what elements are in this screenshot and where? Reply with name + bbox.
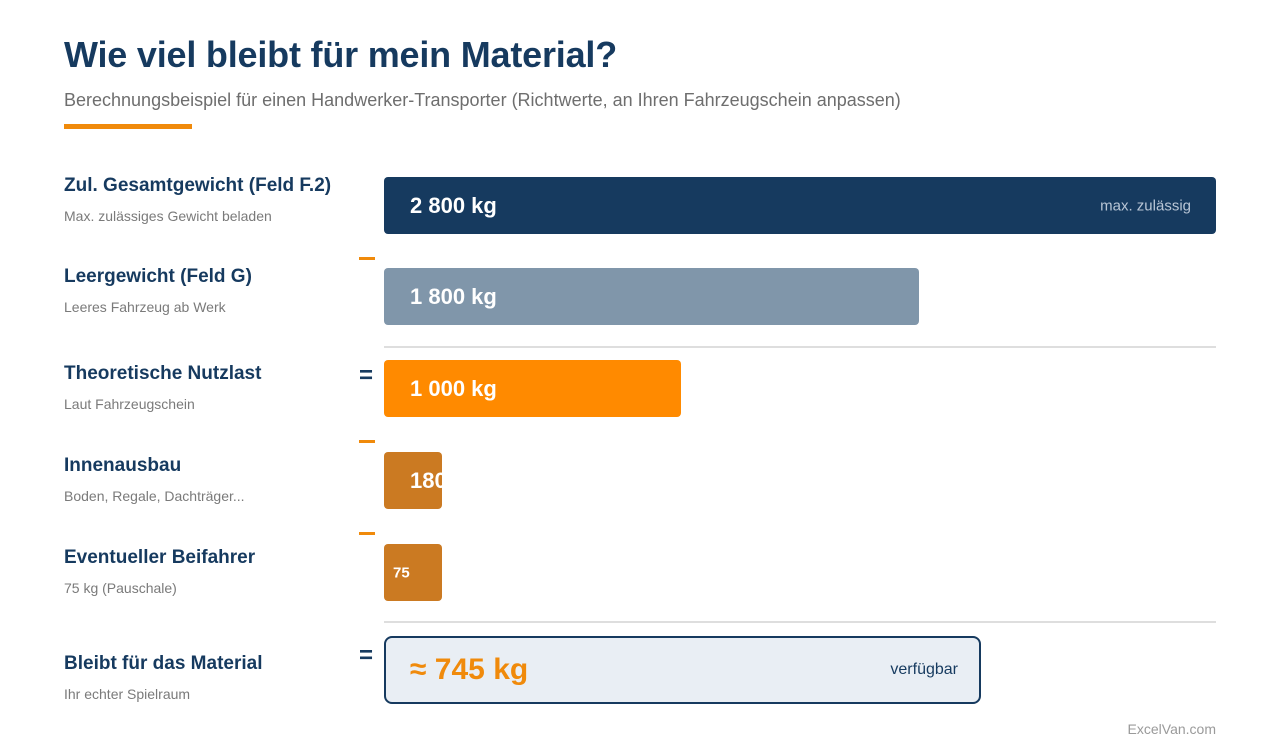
bar-value-label: 1 000 kg (410, 375, 497, 401)
title-accent-line (64, 124, 192, 129)
bar-note: max. zulässig (1100, 197, 1191, 214)
page-title: Wie viel bleibt für mein Material? (64, 34, 617, 75)
row-label-leergewicht: Leergewicht (Feld G) Leeres Fahrzeug ab … (64, 266, 252, 315)
result-box-material: ≈ 745 kg verfügbar (384, 636, 981, 704)
bar-gesamtgewicht: 2 800 kg max. zulässig (384, 177, 1216, 234)
minus-operator (359, 257, 375, 260)
row-label-gesamtgewicht: Zul. Gesamtgewicht (Feld F.2) Max. zuläs… (64, 175, 331, 224)
divider-line (384, 346, 1216, 348)
equals-operator: = (359, 642, 374, 669)
row-desc: Laut Fahrzeugschein (64, 396, 195, 412)
bar-innenausbau: 180 kg (384, 452, 479, 509)
row-label-material: Bleibt für das Material Ihr echter Spiel… (64, 653, 263, 702)
row-name: Theoretische Nutzlast (64, 363, 262, 384)
row-desc: Leeres Fahrzeug ab Werk (64, 299, 226, 315)
footer-brand: ExcelVan.com (1127, 721, 1216, 737)
row-label-innenausbau: Innenausbau Boden, Regale, Dachträger... (64, 455, 245, 504)
bar-beifahrer: 75 (384, 544, 442, 601)
result-note: verfügbar (890, 661, 958, 678)
row-name: Innenausbau (64, 455, 182, 476)
row-name: Leergewicht (Feld G) (64, 266, 252, 287)
divider-line (384, 621, 1216, 623)
row-name: Bleibt für das Material (64, 653, 263, 674)
bar-value-label: 180 kg (410, 467, 479, 493)
row-desc: Max. zulässiges Gewicht beladen (64, 208, 272, 224)
bar-value-label: 2 800 kg (410, 192, 497, 218)
equals-operator: = (359, 362, 374, 389)
row-name: Zul. Gesamtgewicht (Feld F.2) (64, 175, 332, 196)
bar-nutzlast: 1 000 kg (384, 360, 681, 417)
row-desc: 75 kg (Pauschale) (64, 580, 177, 596)
minus-operator (359, 440, 375, 443)
row-desc: Ihr echter Spielraum (64, 686, 191, 702)
row-label-nutzlast: Theoretische Nutzlast Laut Fahrzeugschei… (64, 363, 261, 412)
minus-operator (359, 532, 375, 535)
result-value: ≈ 745 kg (410, 653, 529, 686)
page-subtitle: Berechnungsbeispiel für einen Handwerker… (64, 90, 901, 110)
bar-value-label: 75 (393, 564, 410, 581)
bar-leergewicht: 1 800 kg (384, 268, 919, 325)
row-name: Eventueller Beifahrer (64, 547, 256, 568)
row-label-beifahrer: Eventueller Beifahrer 75 kg (Pauschale) (64, 547, 255, 596)
row-desc: Boden, Regale, Dachträger... (64, 488, 245, 504)
bar-value-label: 1 800 kg (410, 283, 497, 309)
